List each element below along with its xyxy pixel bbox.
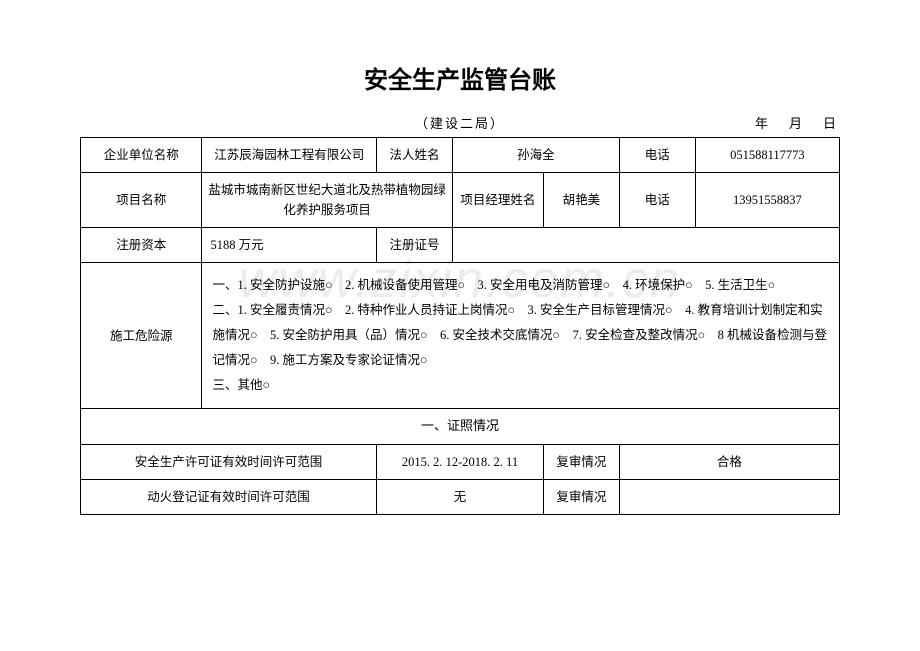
cell-capital-label: 注册资本 [81, 228, 202, 263]
cell-cert1-review: 合格 [619, 444, 839, 479]
cell-company-label: 企业单位名称 [81, 138, 202, 173]
cell-phone: 051588117773 [695, 138, 839, 173]
cell-hazard-text: 一、1. 安全防护设施○ 2. 机械设备使用管理○ 3. 安全用电及消防管理○ … [202, 263, 840, 409]
cell-company: 江苏辰海园林工程有限公司 [202, 138, 377, 173]
meta-date: 年 月 日 [755, 113, 840, 132]
table-row: 项目名称 盐城市城南新区世纪大道北及热带植物园绿化养护服务项目 项目经理姓名 胡… [81, 173, 840, 228]
table-row: 安全生产许可证有效时间许可范围 2015. 2. 12-2018. 2. 11 … [81, 444, 840, 479]
cell-legal-label: 法人姓名 [377, 138, 453, 173]
cell-regno [452, 228, 839, 263]
cell-cert1-label: 安全生产许可证有效时间许可范围 [81, 444, 377, 479]
cell-capital: 5188 万元 [202, 228, 377, 263]
page-title: 安全生产监管台账 [80, 60, 840, 95]
cell-project: 盐城市城南新区世纪大道北及热带植物园绿化养护服务项目 [202, 173, 452, 228]
cell-legal: 孙海全 [452, 138, 619, 173]
cell-hazard-label: 施工危险源 [81, 263, 202, 409]
cell-cert2-review-label: 复审情况 [543, 479, 619, 514]
cell-project-label: 项目名称 [81, 173, 202, 228]
table-row: 一、证照情况 [81, 409, 840, 445]
cell-cert2-period: 无 [377, 479, 544, 514]
cell-regno-label: 注册证号 [377, 228, 453, 263]
table-row: 施工危险源 一、1. 安全防护设施○ 2. 机械设备使用管理○ 3. 安全用电及… [81, 263, 840, 409]
document-page: 安全生产监管台账 （建设二局） 年 月 日 企业单位名称 江苏辰海园林工程有限公… [0, 0, 920, 515]
table-row: 动火登记证有效时间许可范围 无 复审情况 [81, 479, 840, 514]
meta-row: （建设二局） 年 月 日 [80, 113, 840, 131]
cell-pm: 胡艳美 [543, 173, 619, 228]
cell-phone2: 13951558837 [695, 173, 839, 228]
cell-cert1-period: 2015. 2. 12-2018. 2. 11 [377, 444, 544, 479]
cell-cert2-label: 动火登记证有效时间许可范围 [81, 479, 377, 514]
cell-cert1-review-label: 复审情况 [543, 444, 619, 479]
cell-phone-label: 电话 [619, 138, 695, 173]
table-row: 企业单位名称 江苏辰海园林工程有限公司 法人姓名 孙海全 电话 05158811… [81, 138, 840, 173]
table-row: 注册资本 5188 万元 注册证号 [81, 228, 840, 263]
cell-cert2-review [619, 479, 839, 514]
meta-center: （建设二局） [80, 113, 840, 132]
cell-pm-label: 项目经理姓名 [452, 173, 543, 228]
main-table: 企业单位名称 江苏辰海园林工程有限公司 法人姓名 孙海全 电话 05158811… [80, 137, 840, 515]
cert-section-header: 一、证照情况 [81, 409, 840, 445]
cell-phone2-label: 电话 [619, 173, 695, 228]
